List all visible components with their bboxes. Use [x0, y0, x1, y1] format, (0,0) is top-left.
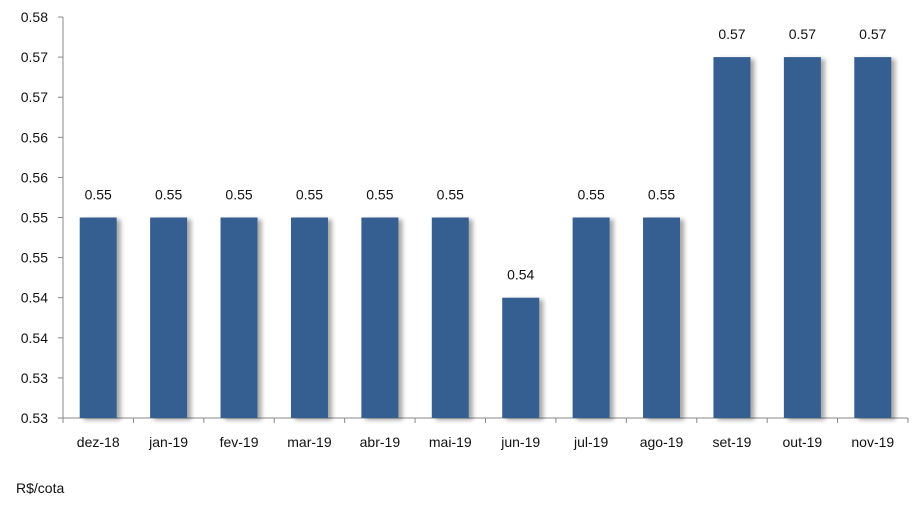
x-tick-label: nov-19	[851, 434, 894, 450]
x-tick-label: mar-19	[287, 434, 332, 450]
x-tick-label: abr-19	[360, 434, 401, 450]
y-tick-label: 0.54	[21, 290, 48, 306]
bar	[502, 297, 540, 418]
x-tick-label: out-19	[783, 434, 823, 450]
data-label: 0.57	[859, 26, 886, 42]
bar	[361, 217, 399, 418]
data-label: 0.55	[85, 187, 112, 203]
y-tick-label: 0.57	[21, 49, 48, 65]
unit-label: R$/cota	[16, 480, 65, 496]
bar	[713, 57, 751, 418]
x-tick-label: jul-19	[573, 434, 608, 450]
bar	[431, 217, 469, 418]
data-label: 0.55	[648, 187, 675, 203]
data-label: 0.54	[507, 267, 534, 283]
y-tick-label: 0.53	[21, 410, 48, 426]
data-label: 0.57	[718, 26, 745, 42]
bar	[854, 57, 892, 418]
data-label: 0.55	[296, 187, 323, 203]
y-tick-label: 0.55	[21, 250, 48, 266]
y-tick-label: 0.58	[21, 9, 48, 25]
bar	[572, 217, 610, 418]
y-tick-label: 0.56	[21, 169, 48, 185]
bar	[783, 57, 821, 418]
x-tick-label: set-19	[712, 434, 751, 450]
y-tick-label: 0.54	[21, 330, 48, 346]
y-tick-label: 0.55	[21, 210, 48, 226]
x-tick-label: dez-18	[77, 434, 120, 450]
bars	[79, 57, 892, 418]
bar	[220, 217, 258, 418]
data-label: 0.57	[789, 26, 816, 42]
y-tick-label: 0.56	[21, 129, 48, 145]
data-label: 0.55	[155, 187, 182, 203]
x-tick-label: jun-19	[500, 434, 540, 450]
data-label: 0.55	[437, 187, 464, 203]
bar	[643, 217, 681, 418]
bar	[150, 217, 188, 418]
x-tick-label: ago-19	[640, 434, 684, 450]
x-tick-label: mai-19	[429, 434, 472, 450]
data-label: 0.55	[578, 187, 605, 203]
x-tick-label: jan-19	[148, 434, 188, 450]
data-label: 0.55	[225, 187, 252, 203]
bar	[290, 217, 328, 418]
bar	[79, 217, 117, 418]
y-tick-label: 0.57	[21, 89, 48, 105]
data-labels: 0.55 0.55 0.55 0.55 0.55 0.55 0.54 0.55 0.55 0.57…	[85, 26, 887, 283]
x-tick-label: fev-19	[220, 434, 259, 450]
x-axis: dez-18 jan-19 fev-19 mar-19 abr-19 mai-19 jun-…	[62, 417, 909, 450]
y-tick-label: 0.53	[21, 370, 48, 386]
data-label: 0.55	[366, 187, 393, 203]
y-axis: 0.53 0.53 0.54 0.54 0.55 0.55 0.56 0.56 0.57 0.57…	[21, 9, 64, 426]
